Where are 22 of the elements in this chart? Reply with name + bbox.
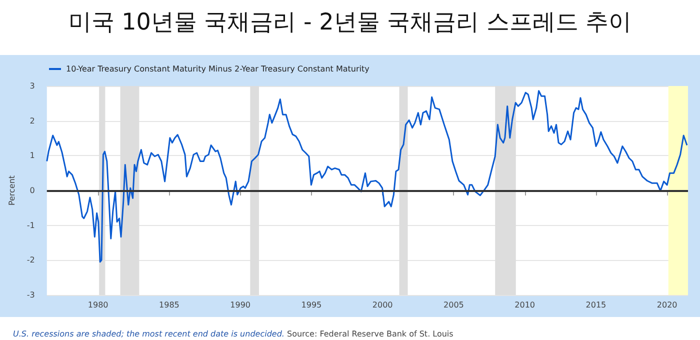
y-axis-title: Percent <box>8 175 16 206</box>
y-tick-label: 1 <box>30 151 35 160</box>
text: U.S. recessions are shaded; the most recent end date is undecided. <box>13 330 284 338</box>
y-tick-label: -3 <box>26 290 35 300</box>
chart-title: 미국 10년물 국채금리 - 2년물 국채금리 스프레드 추이 <box>68 10 632 36</box>
x-tick-label: 1995 <box>301 300 322 310</box>
y-tick-label: 3 <box>30 82 35 90</box>
y-tick-label: 0 <box>30 186 35 195</box>
y-tick-label: -1 <box>26 220 35 230</box>
x-tick-label: 2000 <box>372 300 393 310</box>
x-tick-label: 2005 <box>444 300 464 310</box>
legend-label: 10-Year Treasury Constant Maturity Minus 2-Year Treasury Constant Maturity <box>66 64 370 74</box>
x-tick-label: 2020 <box>656 300 678 310</box>
x-tick-label: 2015 <box>586 300 606 310</box>
x-tick-label: 1985 <box>159 300 180 310</box>
x-tick-label: 2010 <box>514 300 536 310</box>
y-tick-label: 2 <box>30 116 35 126</box>
y-tick-label: -2 <box>26 256 35 265</box>
x-tick-label: 1980 <box>88 300 108 310</box>
line-series <box>46 90 688 263</box>
source-note: Source: Federal Reserve Bank of St. Louis <box>287 330 454 338</box>
x-tick-label: 1990 <box>230 300 251 310</box>
